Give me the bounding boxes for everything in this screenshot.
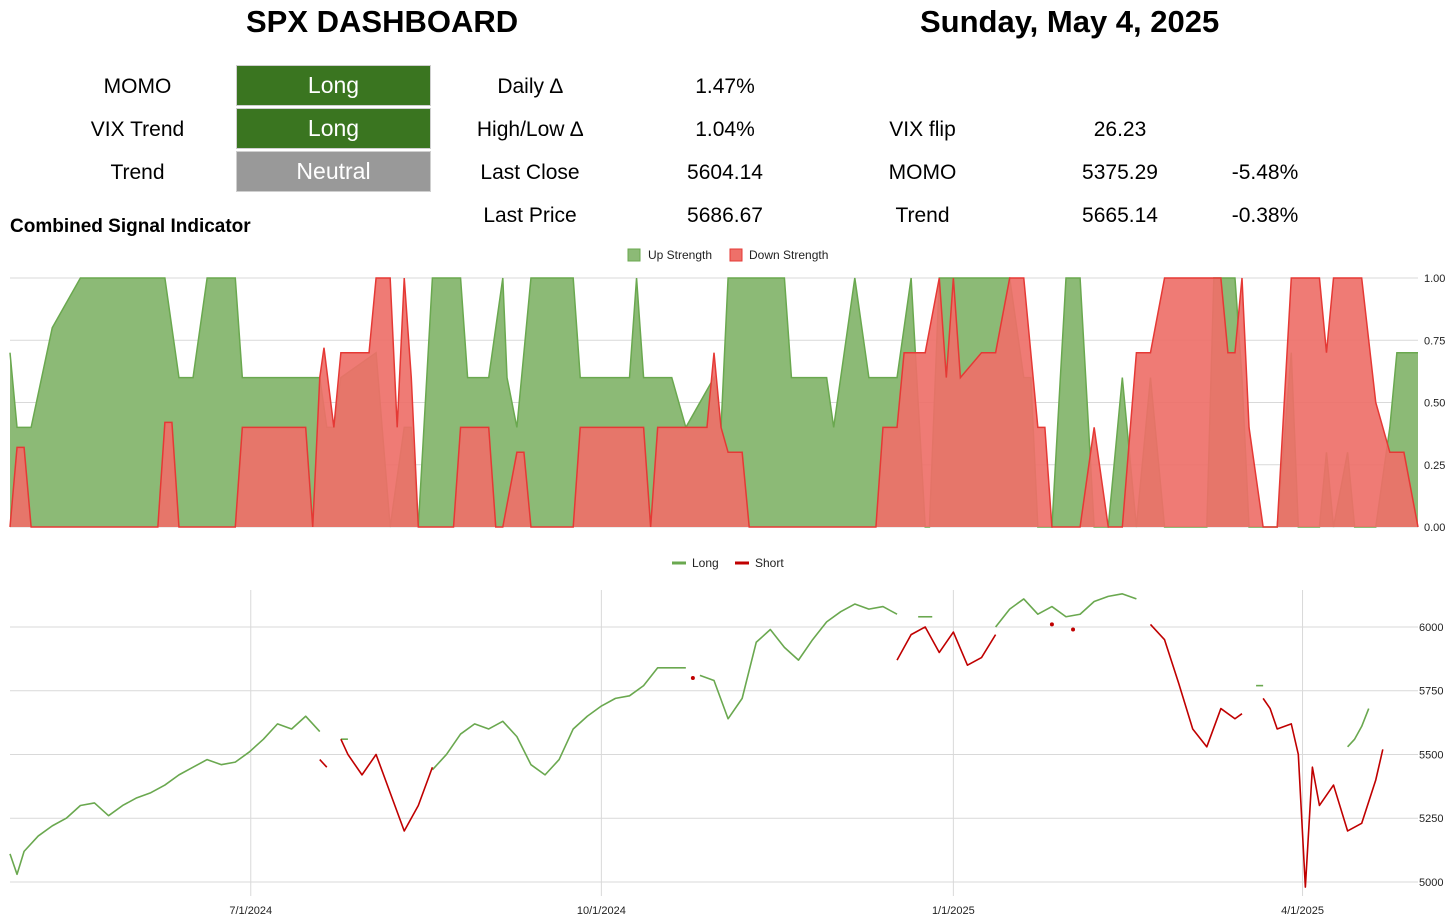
price-line-short — [1149, 623, 1243, 748]
price-y-tick: 6000 — [1419, 622, 1443, 634]
price-point-short — [1049, 622, 1054, 627]
price-line-short — [319, 759, 328, 768]
stat-value-daily-delta: 1.47% — [695, 75, 755, 98]
dashboard-date: Sunday, May 4, 2025 — [920, 4, 1220, 39]
strength-y-tick: 0.75 — [1424, 335, 1445, 347]
strength-y-tick: 0.50 — [1424, 398, 1445, 410]
level-pct-trend: -0.38% — [1231, 204, 1299, 227]
price-x-tick: 10/1/2024 — [577, 905, 626, 917]
level-label-momo: MOMO — [888, 161, 957, 184]
strength-y-tick: 0.25 — [1424, 460, 1445, 472]
signal-label-momo: MOMO — [103, 75, 172, 98]
strength-y-tick: 0.00 — [1424, 522, 1445, 534]
level-label-vix-flip: VIX flip — [889, 118, 956, 141]
level-value-vix-flip: 26.23 — [1093, 118, 1147, 141]
down-strength-line — [9, 277, 1419, 528]
price-y-tick: 5750 — [1419, 686, 1443, 698]
price-y-tick: 5250 — [1419, 813, 1443, 825]
price-point-short — [690, 675, 695, 680]
stat-value-last-close: 5604.14 — [687, 161, 763, 184]
legend-label-short: Short — [755, 556, 784, 570]
stat-label-high-low-delta: High/Low ∆ — [476, 118, 584, 141]
legend-swatch-down-strength — [729, 248, 743, 262]
stat-value-last-price: 5686.67 — [687, 204, 763, 227]
signal-label-trend: Trend — [110, 161, 165, 184]
up-strength-line — [9, 277, 1418, 528]
signal-badge-trend: Neutral — [236, 151, 431, 192]
price-line-short — [340, 738, 434, 832]
price-line-long — [431, 666, 686, 776]
signal-badge-momo: Long — [236, 65, 431, 106]
price-x-tick: 7/1/2024 — [229, 905, 272, 917]
stat-label-last-price: Last Price — [483, 204, 577, 227]
legend-label-long: Long — [692, 556, 719, 570]
section-title-combined-signal: Combined Signal Indicator — [10, 216, 251, 237]
signal-label-vix-trend: VIX Trend — [90, 118, 185, 141]
price-line-short — [1262, 697, 1384, 888]
level-value-momo: 5375.29 — [1082, 161, 1158, 184]
strength-y-tick: 1.00 — [1424, 273, 1445, 285]
price-line-long — [9, 715, 321, 876]
stat-label-last-close: Last Close — [480, 161, 580, 184]
level-value-trend: 5665.14 — [1082, 204, 1158, 227]
level-pct-momo: -5.48% — [1231, 161, 1299, 184]
price-x-tick: 1/1/2025 — [932, 905, 975, 917]
down-strength-area — [10, 278, 1418, 527]
price-x-tick: 4/1/2025 — [1281, 905, 1324, 917]
legend-label-down-strength: Down Strength — [749, 248, 828, 262]
price-line-long — [1347, 708, 1370, 748]
price-point-short — [1071, 627, 1076, 632]
legend-label-up-strength: Up Strength — [648, 248, 712, 262]
up-strength-area — [10, 278, 1418, 527]
price-line-long — [699, 603, 898, 720]
signal-badge-vix-trend: Long — [236, 108, 431, 149]
price-y-tick: 5500 — [1419, 749, 1443, 761]
stat-value-high-low-delta: 1.04% — [695, 118, 755, 141]
dashboard-title: SPX DASHBOARD — [246, 4, 519, 39]
legend-swatch-up-strength — [627, 248, 641, 262]
price-y-tick: 5000 — [1419, 877, 1443, 889]
price-line-long — [994, 593, 1137, 628]
level-label-trend: Trend — [895, 204, 950, 227]
price-line-short — [896, 626, 997, 667]
stat-label-daily-delta: Daily ∆ — [497, 75, 563, 98]
